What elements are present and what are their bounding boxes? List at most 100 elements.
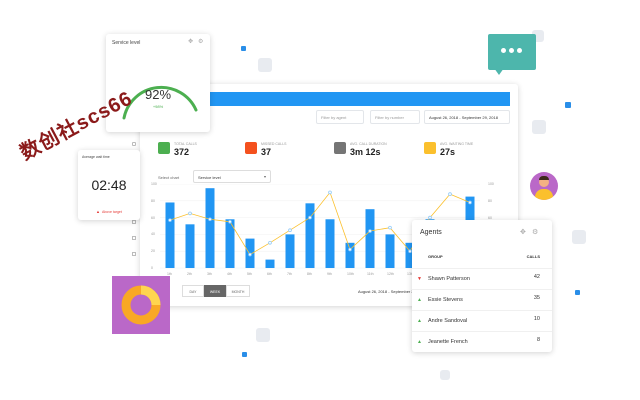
donut-chart-tile bbox=[112, 276, 170, 334]
x-tick-label: 8th bbox=[307, 272, 312, 276]
line-point[interactable] bbox=[208, 217, 212, 222]
decor-square bbox=[258, 58, 272, 72]
line-point[interactable] bbox=[328, 190, 332, 195]
agent-name: Andre Sandoval bbox=[428, 318, 468, 324]
warning-icon: ▲ bbox=[96, 209, 100, 214]
decor-dot bbox=[575, 290, 580, 295]
donut-chart-icon bbox=[121, 285, 161, 325]
date-filter[interactable]: August 26, 2018 - September 29, 2018 bbox=[424, 110, 510, 124]
line-point[interactable] bbox=[428, 215, 432, 220]
agent-row[interactable]: ▲ Andre Sandoval 10 bbox=[412, 310, 552, 330]
trend-up-icon: ▲ bbox=[417, 297, 422, 303]
stat-value: 27s bbox=[440, 147, 456, 157]
line-point[interactable] bbox=[388, 225, 392, 230]
x-tick-label: 12th bbox=[387, 272, 394, 276]
stat-value: 372 bbox=[174, 147, 190, 157]
sidebar-icon[interactable] bbox=[132, 252, 136, 256]
x-tick-label: 5th bbox=[247, 272, 252, 276]
bar[interactable] bbox=[405, 242, 415, 268]
x-tick-label: 10th bbox=[347, 272, 354, 276]
line-point[interactable] bbox=[288, 228, 292, 232]
chevron-down-icon: ▾ bbox=[263, 174, 266, 179]
agent-name: Jeanette French bbox=[428, 339, 468, 345]
bar[interactable] bbox=[285, 234, 295, 268]
agent-row[interactable]: ▼ Shawn Patterson 42 bbox=[412, 268, 552, 288]
line-point[interactable] bbox=[448, 192, 452, 196]
wait-time-footer: Above target bbox=[102, 210, 122, 214]
clock-icon bbox=[334, 142, 346, 154]
gear-icon[interactable]: ⚙ bbox=[198, 39, 204, 45]
sidebar-icon[interactable] bbox=[132, 220, 136, 224]
service-level-chart bbox=[160, 184, 480, 269]
agent-calls: 10 bbox=[533, 316, 540, 322]
trend-up-icon: ▲ bbox=[417, 339, 422, 345]
agent-calls: 35 bbox=[533, 295, 540, 301]
y-tick-label: 100 bbox=[151, 182, 157, 186]
bar[interactable] bbox=[265, 259, 275, 268]
x-tick-label: 11th bbox=[367, 272, 374, 276]
bar[interactable] bbox=[365, 209, 375, 268]
phone-icon bbox=[158, 142, 170, 154]
x-tick-label: 1th bbox=[167, 272, 172, 276]
x-tick-label: 9th bbox=[327, 272, 332, 276]
decor-dot bbox=[241, 46, 246, 51]
service-level-sub: +98% bbox=[152, 104, 164, 109]
segment-week[interactable]: WEEK bbox=[204, 285, 226, 297]
y-tick-label: 100 bbox=[488, 182, 494, 186]
y-tick-label: 40 bbox=[151, 232, 155, 237]
bar[interactable] bbox=[305, 203, 315, 268]
column-header-calls: CALLS bbox=[526, 254, 540, 259]
line-point[interactable] bbox=[408, 249, 412, 253]
chart-select-value: Service level bbox=[198, 175, 221, 180]
agent-name: Shawn Patterson bbox=[428, 276, 470, 282]
agent-row[interactable]: ▲ Jeanette French 8 bbox=[412, 331, 552, 351]
line-point[interactable] bbox=[268, 240, 272, 245]
hourglass-icon bbox=[424, 142, 436, 154]
line-point[interactable] bbox=[228, 219, 232, 224]
wait-time-title: Average wait time bbox=[82, 155, 110, 159]
line-point[interactable] bbox=[248, 252, 252, 257]
sidebar bbox=[128, 140, 140, 260]
date-filter-label: August 26, 2018 - September 29, 2018 bbox=[429, 115, 498, 120]
bar[interactable] bbox=[345, 242, 355, 268]
avatar bbox=[530, 172, 558, 200]
sidebar-icon[interactable] bbox=[132, 236, 136, 240]
line-point[interactable] bbox=[468, 200, 472, 205]
number-filter[interactable]: Filter by number bbox=[370, 110, 420, 124]
x-tick-label: 3th bbox=[207, 272, 212, 276]
bar[interactable] bbox=[325, 219, 335, 268]
dashboard-header-bar bbox=[210, 92, 510, 106]
y-tick-label: 80 bbox=[488, 198, 492, 203]
agent-row[interactable]: ▲ Essie Stevens 35 bbox=[412, 289, 552, 309]
gear-icon[interactable]: ⚙ bbox=[532, 229, 539, 236]
decor-square bbox=[440, 370, 450, 380]
segment-month[interactable]: MONTH bbox=[226, 285, 250, 297]
bar[interactable] bbox=[225, 219, 235, 268]
segment-day[interactable]: DAY bbox=[182, 285, 204, 297]
agent-filter[interactable]: Filter by agent bbox=[316, 110, 364, 124]
y-tick-label: 60 bbox=[488, 215, 492, 220]
agent-filter-label: Filter by agent bbox=[321, 115, 347, 120]
trend-up-icon: ▲ bbox=[417, 318, 422, 324]
sidebar-icon[interactable] bbox=[132, 142, 136, 146]
chart-select[interactable]: Service level ▾ bbox=[193, 170, 271, 183]
bar[interactable] bbox=[185, 224, 195, 268]
line-point[interactable] bbox=[368, 229, 372, 233]
line-point[interactable] bbox=[188, 211, 192, 216]
move-icon[interactable]: ✥ bbox=[520, 229, 526, 236]
column-header-group: GROUP bbox=[428, 254, 443, 259]
agent-calls: 8 bbox=[536, 337, 540, 343]
stat-label: Avg. waiting time bbox=[440, 142, 474, 146]
bar[interactable] bbox=[165, 202, 175, 268]
y-tick-label: 80 bbox=[151, 198, 155, 203]
wait-time-value: 02:48 bbox=[91, 177, 127, 193]
bar[interactable] bbox=[385, 234, 395, 268]
line-point[interactable] bbox=[168, 218, 172, 222]
agents-card: Agents ✥ ⚙ GROUP CALLS ▼ Shawn Patterson 4… bbox=[412, 220, 552, 352]
wait-time-card: Average wait time 02:48 ▲ Above target bbox=[78, 150, 140, 220]
move-icon[interactable]: ✥ bbox=[188, 39, 194, 45]
x-tick-label: 2th bbox=[187, 272, 192, 276]
line-point[interactable] bbox=[308, 215, 312, 220]
bar[interactable] bbox=[205, 188, 215, 268]
line-point[interactable] bbox=[348, 247, 352, 252]
